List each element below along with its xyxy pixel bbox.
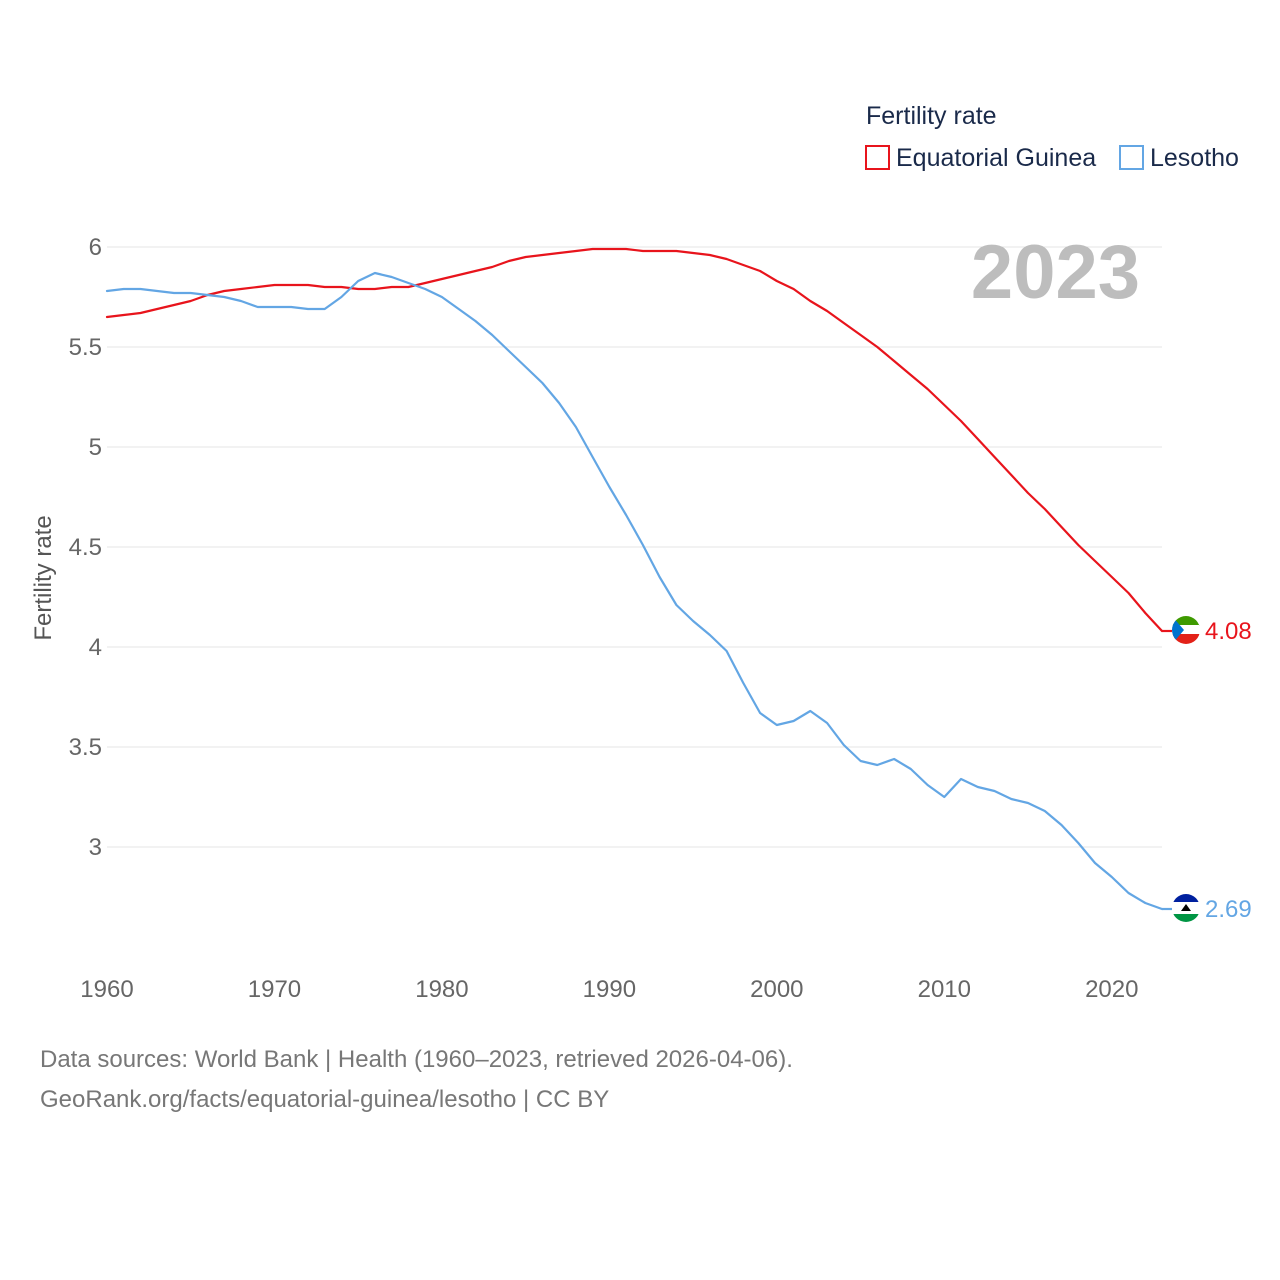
end-value-label-lesotho: 2.69 — [1205, 896, 1252, 923]
y-tick-label-5: 5 — [89, 434, 102, 461]
lesotho-flag-icon — [1172, 894, 1200, 922]
x-tick-label-2020: 2020 — [1085, 976, 1138, 1003]
legend-label-lesotho: Lesotho — [1150, 144, 1239, 172]
y-axis-title: Fertility rate — [30, 515, 57, 640]
series-line-lesotho — [105, 271, 1164, 911]
legend-swatch-equatorial-guinea — [865, 145, 890, 170]
end-value-label-equatorial-guinea: 4.08 — [1205, 618, 1252, 645]
legend-item-lesotho[interactable]: Lesotho — [1119, 144, 1239, 172]
equatorial-guinea-flag-icon — [1172, 616, 1200, 644]
x-tick-label-1980: 1980 — [415, 976, 468, 1003]
year-label: 2023 — [971, 230, 1140, 315]
series — [105, 247, 1172, 911]
x-tick-label-2010: 2010 — [918, 976, 971, 1003]
x-tick-label-1960: 1960 — [80, 976, 133, 1003]
y-tick-label-4.5: 4.5 — [69, 534, 102, 561]
y-tick-label-5.5: 5.5 — [69, 334, 102, 361]
data-source-text: Data sources: World Bank | Health (1960–… — [40, 1046, 793, 1073]
x-tick-label-1990: 1990 — [583, 976, 636, 1003]
y-tick-label-3.5: 3.5 — [69, 734, 102, 761]
x-tick-label-1970: 1970 — [248, 976, 301, 1003]
legend-swatch-lesotho — [1119, 145, 1144, 170]
grid — [107, 246, 1162, 848]
y-axis: 3 3.5 4 4.5 5 5.5 6 — [69, 234, 102, 861]
y-tick-label-6: 6 — [89, 234, 102, 261]
source-link[interactable]: GeoRank.org/facts/equatorial-guinea/leso… — [40, 1086, 610, 1113]
series-line-equatorial-guinea — [105, 247, 1164, 633]
y-tick-label-4: 4 — [89, 634, 102, 661]
legend-item-equatorial-guinea[interactable]: Equatorial Guinea — [865, 144, 1096, 172]
footer: Data sources: World Bank | Health (1960–… — [40, 1040, 793, 1120]
end-labels: 4.08 2.69 — [1205, 618, 1252, 923]
legend-title: Fertility rate — [866, 102, 997, 130]
x-axis: 1960 1970 1980 1990 2000 2010 2020 — [80, 976, 1138, 1003]
legend-label-equatorial-guinea: Equatorial Guinea — [896, 144, 1096, 172]
x-tick-label-2000: 2000 — [750, 976, 803, 1003]
y-tick-label-3: 3 — [89, 834, 102, 861]
legend: Fertility rate Equatorial Guinea Lesotho — [865, 102, 1239, 172]
